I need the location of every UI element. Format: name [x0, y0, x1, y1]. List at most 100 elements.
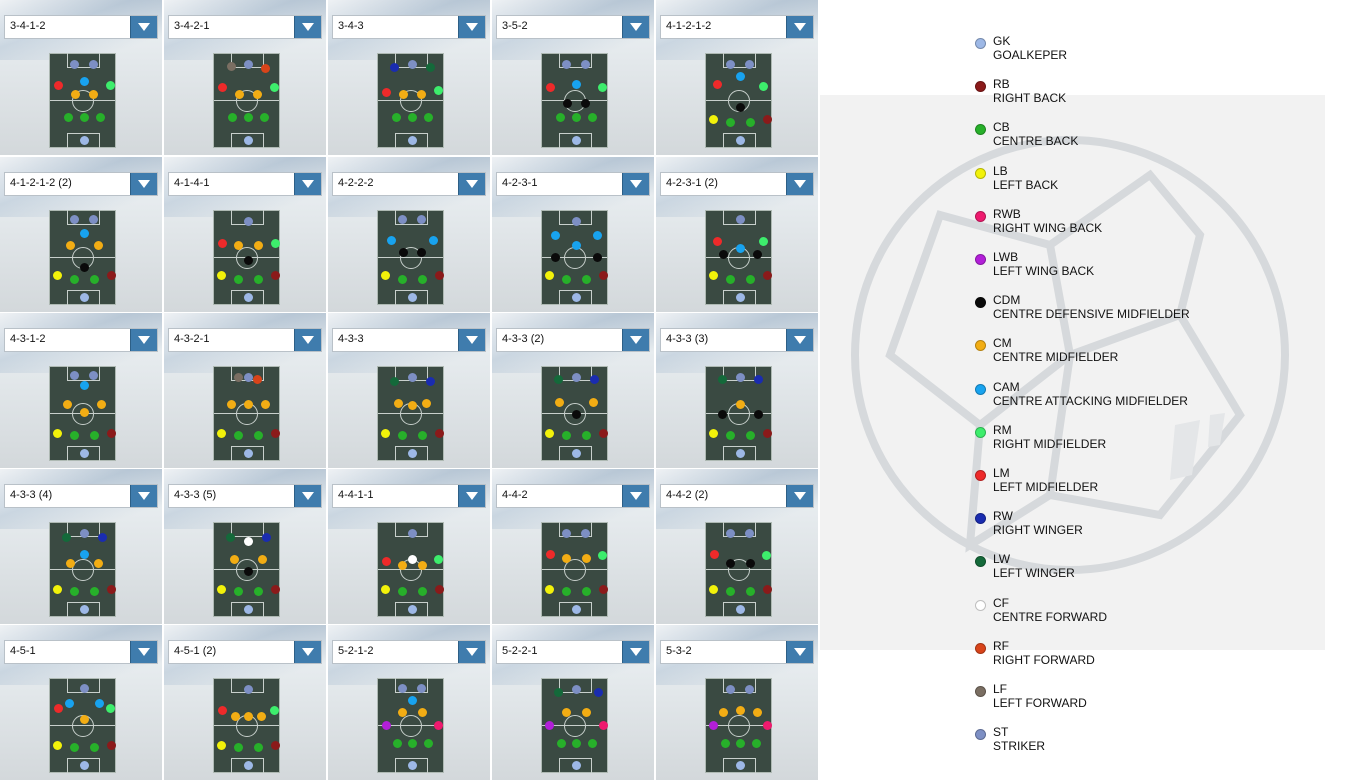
dropdown-button[interactable] — [458, 16, 485, 38]
chevron-down-icon — [302, 23, 314, 31]
formation-select[interactable]: 4-1-2-1-2 — [660, 15, 814, 39]
player-dot-cb — [259, 112, 269, 122]
player-dot-gk — [79, 292, 89, 302]
formation-select[interactable]: 4-1-4-1 — [168, 172, 322, 196]
formation-select[interactable]: 4-3-3 (3) — [660, 328, 814, 352]
pitch-diagram — [705, 210, 772, 305]
legend-swatch — [975, 513, 986, 525]
player-dot-lb — [52, 740, 62, 750]
legend-code: RWB — [993, 206, 1021, 221]
player-dot-rwb — [598, 720, 608, 730]
legend-swatch — [975, 297, 986, 309]
formation-select[interactable]: 4-5-1 — [4, 640, 158, 664]
player-dot-st — [407, 59, 417, 69]
formation-card-3-4-3: 3-4-3 — [328, 0, 490, 155]
player-dot-cb — [397, 274, 407, 284]
formation-select[interactable]: 4-2-2-2 — [332, 172, 486, 196]
formation-select[interactable]: 3-4-2-1 — [168, 15, 322, 39]
formation-select-value: 4-3-1-2 — [10, 333, 46, 345]
dropdown-button[interactable] — [458, 329, 485, 351]
formation-select[interactable]: 4-3-3 — [332, 328, 486, 352]
formation-select[interactable]: 4-5-1 (2) — [168, 640, 322, 664]
dropdown-button[interactable] — [294, 641, 321, 663]
player-dot-rb — [762, 114, 772, 124]
formation-select[interactable]: 4-4-2 — [496, 484, 650, 508]
player-dot-cb — [571, 738, 581, 748]
player-dot-st — [416, 214, 426, 224]
player-dot-cm — [70, 89, 80, 99]
dropdown-button[interactable] — [130, 485, 157, 507]
formation-select[interactable]: 4-4-2 (2) — [660, 484, 814, 508]
dropdown-button[interactable] — [130, 173, 157, 195]
formation-card-4-2-3-1: 4-2-3-1 — [492, 157, 654, 312]
formation-select[interactable]: 4-3-2-1 — [168, 328, 322, 352]
pitch-line — [723, 758, 756, 773]
formation-card-4-3-3: 4-3-3 — [328, 313, 490, 468]
player-dot-cb — [745, 117, 755, 127]
player-dot-cdm — [717, 409, 727, 419]
dropdown-button[interactable] — [622, 173, 649, 195]
dropdown-button[interactable] — [294, 329, 321, 351]
formation-select[interactable]: 5-2-2-1 — [496, 640, 650, 664]
player-dot-cdm — [718, 249, 728, 259]
player-dot-lb — [216, 740, 226, 750]
player-dot-st — [416, 683, 426, 693]
formation-select[interactable]: 4-3-3 (2) — [496, 328, 650, 352]
dropdown-button[interactable] — [458, 485, 485, 507]
dropdown-button[interactable] — [786, 641, 813, 663]
pitch-line — [236, 90, 258, 112]
pitch-line — [231, 758, 264, 773]
player-dot-cm — [233, 240, 243, 250]
dropdown-button[interactable] — [130, 16, 157, 38]
chevron-down-icon — [466, 336, 478, 344]
dropdown-button[interactable] — [130, 641, 157, 663]
dropdown-button[interactable] — [622, 485, 649, 507]
player-dot-cm — [561, 553, 571, 563]
formation-select[interactable]: 4-4-1-1 — [332, 484, 486, 508]
dropdown-button[interactable] — [786, 329, 813, 351]
legend-swatch — [975, 167, 986, 179]
chevron-down-icon — [138, 180, 150, 188]
player-dot-rb — [434, 270, 444, 280]
player-dot-gk — [243, 604, 253, 614]
player-dot-cm — [257, 554, 267, 564]
pitch-diagram — [377, 522, 444, 617]
dropdown-button[interactable] — [786, 16, 813, 38]
dropdown-button[interactable] — [294, 16, 321, 38]
formation-select[interactable]: 4-3-3 (5) — [168, 484, 322, 508]
formation-select-value: 4-3-3 (2) — [502, 333, 545, 345]
player-dot-cdm — [243, 566, 253, 576]
legend-code: CDM — [993, 293, 1021, 308]
formation-select[interactable]: 4-3-1-2 — [4, 328, 158, 352]
dropdown-button[interactable] — [458, 173, 485, 195]
player-dot-cm — [416, 89, 426, 99]
dropdown-button[interactable] — [622, 329, 649, 351]
formation-select[interactable]: 4-3-3 (4) — [4, 484, 158, 508]
dropdown-button[interactable] — [458, 641, 485, 663]
player-dot-cm — [93, 240, 103, 250]
dropdown-button[interactable] — [786, 173, 813, 195]
player-dot-cdm — [725, 558, 735, 568]
formation-select[interactable]: 3-5-2 — [496, 15, 650, 39]
formation-select-value: 4-1-2-1-2 (2) — [10, 177, 72, 189]
dropdown-button[interactable] — [622, 641, 649, 663]
player-dot-cdm — [550, 252, 560, 262]
formation-select-value: 3-4-3 — [338, 20, 364, 32]
player-dot-rm — [433, 85, 443, 95]
formation-select[interactable]: 3-4-3 — [332, 15, 486, 39]
dropdown-button[interactable] — [130, 329, 157, 351]
dropdown-button[interactable] — [786, 485, 813, 507]
formation-select[interactable]: 5-3-2 — [660, 640, 814, 664]
player-dot-cb — [397, 586, 407, 596]
dropdown-button[interactable] — [622, 16, 649, 38]
pitch-line — [72, 403, 94, 425]
formation-select[interactable]: 3-4-1-2 — [4, 15, 158, 39]
player-dot-lm — [381, 556, 391, 566]
formation-select[interactable]: 4-2-3-1 (2) — [660, 172, 814, 196]
formation-select[interactable]: 5-2-1-2 — [332, 640, 486, 664]
formation-select[interactable]: 4-1-2-1-2 (2) — [4, 172, 158, 196]
formation-select-value: 5-2-2-1 — [502, 645, 538, 657]
dropdown-button[interactable] — [294, 173, 321, 195]
formation-select[interactable]: 4-2-3-1 — [496, 172, 650, 196]
dropdown-button[interactable] — [294, 485, 321, 507]
